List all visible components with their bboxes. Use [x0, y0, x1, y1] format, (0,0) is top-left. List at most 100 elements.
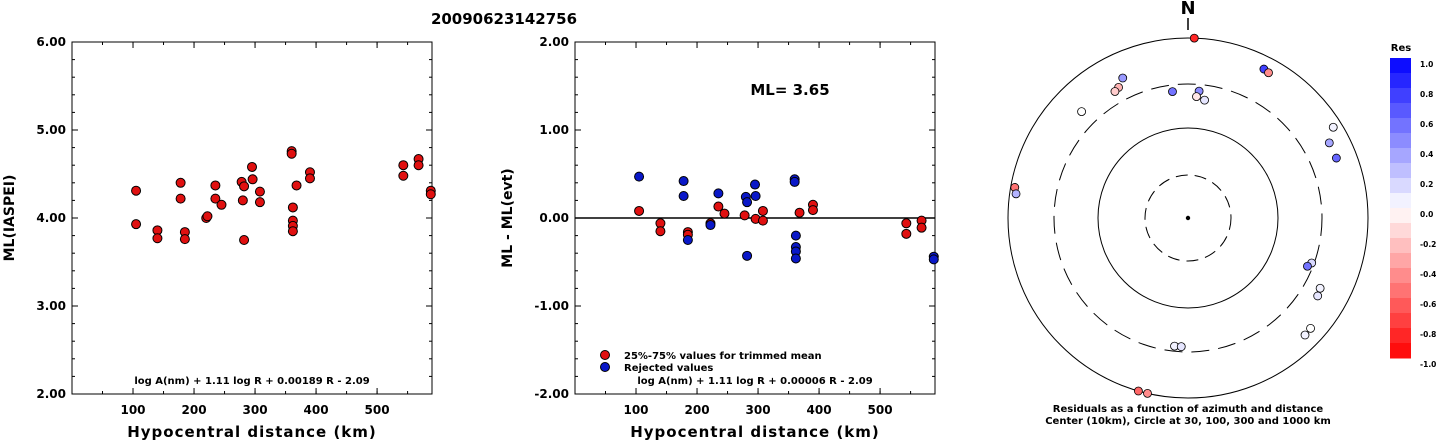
x-tick-label: 300	[243, 403, 268, 417]
colorbar-cell	[1390, 253, 1411, 269]
colorbar-cell	[1390, 223, 1411, 239]
colorbar-cell	[1390, 103, 1411, 119]
y-tick-label: 5.00	[36, 123, 66, 137]
data-point	[398, 170, 409, 181]
data-point	[790, 253, 801, 264]
azimuth-distance-panel: N Residuals as a function of azimuth and…	[1007, 0, 1369, 427]
y-axis-label: ML - ML(evt)	[500, 168, 516, 267]
colorbar-cell	[1390, 328, 1411, 344]
colorbar-cell	[1390, 283, 1411, 299]
axis-ticks: 2.00 3.00 4.00 5.00 6.00 100 200 300 400 500	[36, 35, 432, 417]
data-point	[901, 218, 912, 229]
x-tick-label: 500	[365, 403, 390, 417]
station-point	[1133, 386, 1143, 396]
colorbar-label: 0.4	[1420, 150, 1433, 159]
data-point	[705, 220, 716, 231]
data-point	[175, 177, 186, 188]
colorbar-label: -0.4	[1420, 270, 1436, 279]
x-tick-label: 200	[182, 403, 207, 417]
data-point	[794, 207, 805, 218]
data-point	[634, 205, 645, 216]
colorbar-label: -1.0	[1420, 360, 1436, 369]
data-point	[239, 235, 250, 245]
colorbar-cells	[1390, 58, 1411, 359]
station-points	[1010, 33, 1341, 398]
data-point	[757, 205, 768, 216]
data-point	[790, 230, 801, 241]
data-point	[928, 254, 939, 265]
station-point	[1143, 388, 1152, 398]
colorbar-cell	[1390, 148, 1411, 164]
colorbar-label: 0.2	[1420, 180, 1433, 189]
station-point	[1118, 73, 1128, 83]
data-point	[131, 185, 142, 196]
data-point	[634, 171, 645, 182]
data-point	[742, 250, 753, 261]
data-point	[757, 215, 768, 226]
figure-title: 20090623142756	[431, 10, 577, 28]
data-point	[304, 173, 315, 184]
station-point	[1313, 291, 1323, 301]
data-points	[131, 146, 436, 245]
colorbar-cell	[1390, 88, 1411, 104]
ml-distance-panel: 2.00 3.00 4.00 5.00 6.00 100 200 300 400 500 log …	[2, 35, 436, 441]
data-point	[678, 191, 689, 201]
data-point	[254, 186, 265, 197]
y-tick-label: 2.00	[36, 387, 66, 401]
data-point	[239, 181, 250, 192]
x-tick-label: 200	[685, 403, 710, 417]
axis-ticks: -2.00 -1.00 0.00 1.00 2.00 100 200 300 400 500	[534, 35, 935, 417]
colorbar-cell	[1390, 208, 1411, 224]
data-point	[152, 233, 163, 244]
legend-marker-trimmed	[600, 350, 610, 360]
station-point	[1011, 189, 1021, 199]
caption-line-1: Residuals as a function of azimuth and d…	[1053, 404, 1324, 415]
legend-marker-rejected	[600, 362, 610, 372]
data-point	[682, 235, 693, 245]
x-axis-label: Hypocentral distance (km)	[630, 423, 880, 441]
legend-label-trimmed: 25%-75% values for trimmed mean	[624, 351, 822, 362]
formula-label: log A(nm) + 1.11 log R + 0.00006 R - 2.0…	[637, 376, 872, 387]
station-point	[1303, 261, 1312, 271]
data-point	[413, 160, 424, 171]
data-point	[286, 148, 297, 159]
colorbar-cell	[1390, 163, 1411, 179]
station-point	[1324, 138, 1334, 148]
colorbar-cell	[1390, 313, 1411, 329]
data-point	[210, 180, 221, 191]
data-point	[175, 193, 186, 204]
north-label: N	[1180, 0, 1195, 19]
colorbar-label: 0.6	[1420, 120, 1433, 129]
y-tick-label: 4.00	[36, 211, 66, 225]
x-tick-label: 100	[120, 403, 145, 417]
data-point	[719, 208, 730, 219]
data-point	[202, 211, 213, 222]
ring-100km	[1097, 127, 1279, 309]
data-point	[425, 189, 436, 200]
data-point	[131, 219, 142, 230]
plot-frame	[71, 41, 433, 395]
data-point	[807, 205, 818, 216]
y-tick-label: 6.00	[36, 35, 66, 49]
x-axis-label: Hypocentral distance (km)	[127, 423, 377, 441]
data-point	[287, 202, 298, 213]
colorbar-cell	[1390, 133, 1411, 149]
data-point	[179, 234, 190, 245]
data-points	[634, 171, 939, 265]
y-tick-label: -2.00	[534, 387, 569, 401]
colorbar-label: -0.8	[1420, 330, 1436, 339]
station-point	[1110, 87, 1120, 96]
station-point	[1189, 33, 1199, 43]
colorbar-title: Res	[1391, 43, 1411, 54]
ring-30km	[1144, 174, 1232, 262]
colorbar-cell	[1390, 298, 1411, 314]
y-tick-label: 2.00	[539, 35, 569, 49]
residual-colorbar: Res 1.0 0.8 0.6 0.4 0.2 0.0 -0.2 -0.4 -0.6 -0.8 -1…	[1390, 43, 1436, 369]
x-tick-label: 100	[623, 403, 648, 417]
x-tick-label: 300	[746, 403, 771, 417]
data-point	[398, 160, 409, 171]
data-point	[237, 195, 248, 206]
y-tick-label: 3.00	[36, 299, 66, 313]
colorbar-cell	[1390, 178, 1411, 194]
